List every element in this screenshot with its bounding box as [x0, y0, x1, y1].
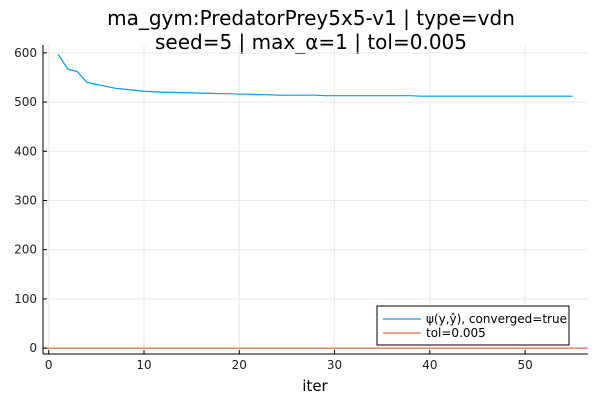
plot-area	[43, 54, 588, 349]
legend: ψ(y,ŷ), converged=true tol=0.005	[376, 305, 570, 346]
x-tick-label: 30	[327, 358, 342, 372]
series-psi-line	[57, 54, 573, 97]
y-tick-label: 600	[14, 46, 37, 60]
x-tick-label: 10	[136, 358, 151, 372]
legend-label-tol: tol=0.005	[426, 326, 486, 340]
chart-title-line-1: ma_gym:PredatorPrey5x5-v1 | type=vdn	[107, 6, 515, 30]
x-tick-label: 50	[517, 358, 532, 372]
x-axis-label: iter	[302, 377, 328, 395]
y-tick-label: 0	[29, 341, 37, 355]
x-tick-label: 0	[45, 358, 53, 372]
y-tick-label: 100	[14, 292, 37, 306]
chart-title-line-2: seed=5 | max_α=1 | tol=0.005	[155, 30, 467, 54]
y-tick-label: 500	[14, 95, 37, 109]
x-tick-label: 20	[232, 358, 247, 372]
legend-box	[376, 305, 570, 346]
x-tick-label: 40	[422, 358, 437, 372]
legend-label-psi: ψ(y,ŷ), converged=true	[426, 312, 567, 326]
y-tick-label: 200	[14, 243, 37, 257]
y-tick-label: 400	[14, 144, 37, 158]
y-tick-label: 300	[14, 193, 37, 207]
